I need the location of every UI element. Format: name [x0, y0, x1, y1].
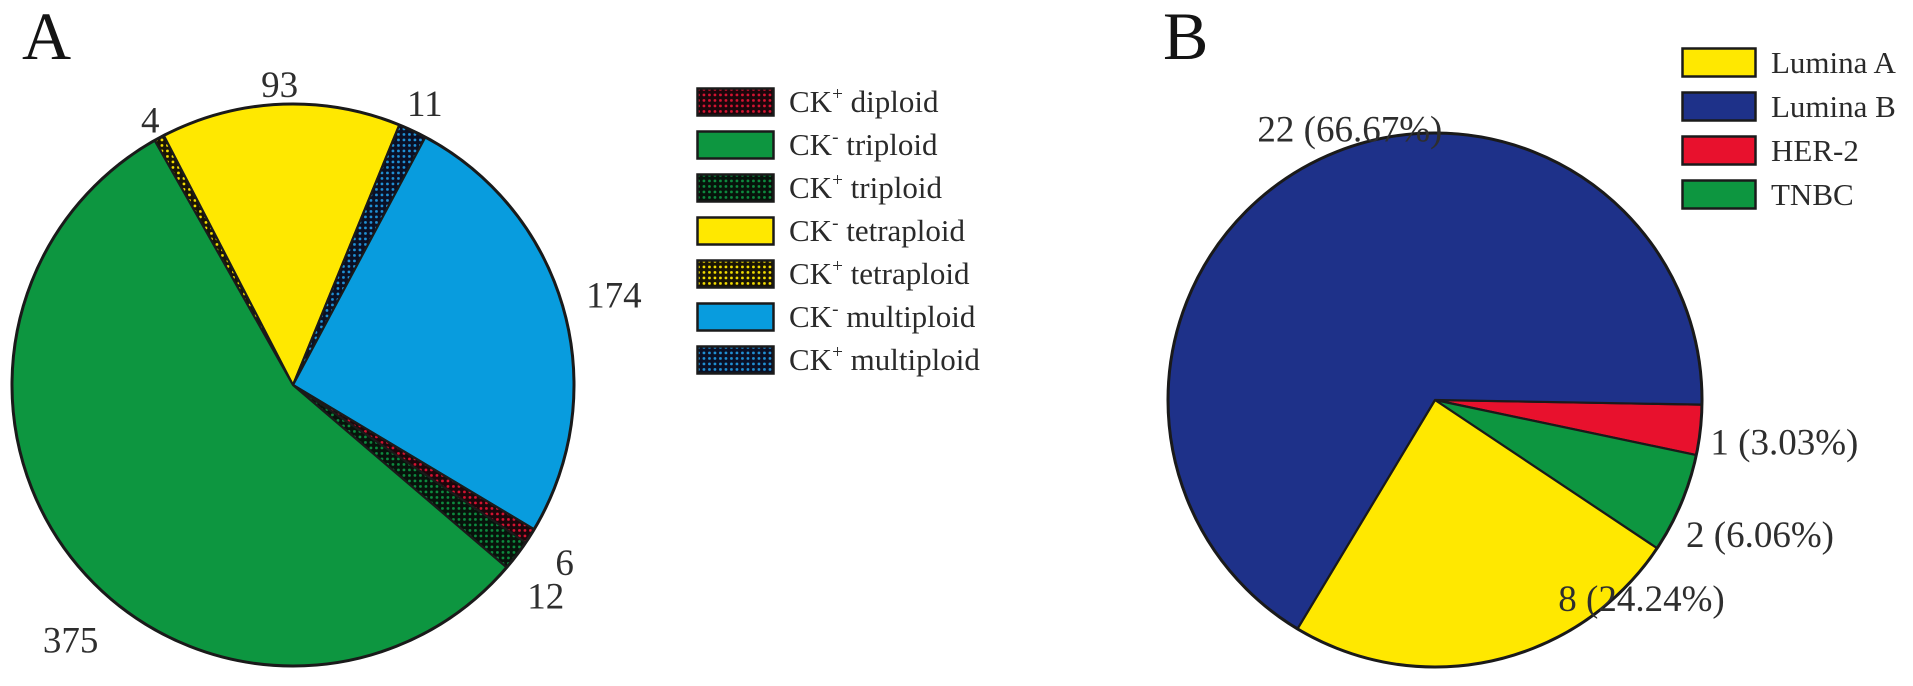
- slice-value-label-ck-tetraploid: 93: [261, 65, 298, 106]
- legend-label: CK- tetraploid: [789, 212, 966, 248]
- legend-item-her2: HER-2: [1681, 135, 1896, 166]
- pie-chart-b: 1 (3.03%) 2 (6.06%) 8 (24.24%) 22 (66.67%): [1166, 110, 1858, 669]
- legend-item-ck-neg-triploid: CK- triploid: [696, 126, 980, 162]
- legend-swatch-ck-neg-tetraploid: [696, 215, 775, 246]
- swatch-rect: [696, 344, 775, 375]
- legend-item-ck-pos-diploid: CK+ diploid: [696, 83, 980, 119]
- legend-label: CK- triploid: [789, 126, 938, 162]
- legend-swatch-lumina-a: [1681, 47, 1757, 78]
- slice-value-label-ck-diploid: 6: [555, 543, 574, 584]
- slice-value-label-ck-multiploid: 174: [586, 276, 642, 317]
- slice-value-label-ck-multiploid: 11: [407, 84, 443, 125]
- legend-swatch-lumina-b: [1681, 91, 1757, 122]
- legend-swatch-ck-pos-multiploid: [696, 344, 775, 375]
- pie-outline: [1166, 131, 1704, 669]
- slice-value-label-ck-triploid: 12: [527, 577, 564, 618]
- swatch-rect: [696, 86, 775, 117]
- legend-swatch-ck-pos-tetraploid: [696, 258, 775, 289]
- panel-a-label: A: [22, 0, 72, 74]
- panel-b-label: B: [1163, 0, 1209, 74]
- legend-label: CK- multiploid: [789, 298, 976, 334]
- slice-value-label-her-2: 1 (3.03%): [1710, 422, 1858, 463]
- legend-item-ck-neg-multiploid: CK- multiploid: [696, 298, 980, 334]
- legend-item-ck-neg-tetraploid: CK- tetraploid: [696, 212, 980, 248]
- legend-swatch-ck-neg-triploid: [696, 129, 775, 160]
- legend-label: CK+ triploid: [789, 169, 942, 205]
- legend-swatch-tnbc: [1681, 179, 1757, 210]
- swatch-rect: [696, 215, 775, 246]
- slice-value-label-lumina-b: 22 (66.67%): [1257, 110, 1442, 151]
- legend-a: CK+ diploid CK- triploid CK+ triploid CK…: [696, 83, 980, 377]
- legend-item-lumina-b: Lumina B: [1681, 91, 1896, 122]
- legend-label: Lumina B: [1771, 89, 1896, 124]
- swatch-rect: [1681, 179, 1757, 210]
- swatch-rect: [1681, 91, 1757, 122]
- slice-value-label-tnbc: 2 (6.06%): [1686, 515, 1834, 556]
- slice-value-label-lumina-a: 8 (24.24%): [1558, 579, 1724, 620]
- legend-label: HER-2: [1771, 133, 1859, 168]
- legend-item-ck-pos-multiploid: CK+ multiploid: [696, 341, 980, 377]
- legend-swatch-ck-pos-triploid: [696, 172, 775, 203]
- legend-label: Lumina A: [1771, 45, 1896, 80]
- legend-label: CK+ diploid: [789, 83, 939, 119]
- pie-chart-a: 4 93 11 174 612 375: [10, 65, 642, 668]
- swatch-rect: [696, 258, 775, 289]
- pie-outline: [10, 102, 576, 668]
- swatch-rect: [1681, 135, 1757, 166]
- legend-label: CK+ tetraploid: [789, 255, 970, 291]
- slice-value-label-ck-tetraploid: 4: [141, 101, 160, 142]
- legend-item-ck-pos-triploid: CK+ triploid: [696, 169, 980, 205]
- legend-label: CK+ multiploid: [789, 341, 980, 377]
- swatch-rect: [696, 172, 775, 203]
- legend-swatch-ck-pos-diploid: [696, 86, 775, 117]
- swatch-rect: [1681, 47, 1757, 78]
- legend-item-lumina-a: Lumina A: [1681, 47, 1896, 78]
- swatch-rect: [696, 301, 775, 332]
- legend-swatch-her2: [1681, 135, 1757, 166]
- legend-label: TNBC: [1771, 177, 1854, 212]
- slice-value-label-ck-triploid: 375: [43, 620, 99, 661]
- legend-item-tnbc: TNBC: [1681, 179, 1896, 210]
- legend-b: Lumina A Lumina B HER-2 TNBC: [1681, 47, 1896, 210]
- legend-swatch-ck-neg-multiploid: [696, 301, 775, 332]
- swatch-rect: [696, 129, 775, 160]
- legend-item-ck-pos-tetraploid: CK+ tetraploid: [696, 255, 980, 291]
